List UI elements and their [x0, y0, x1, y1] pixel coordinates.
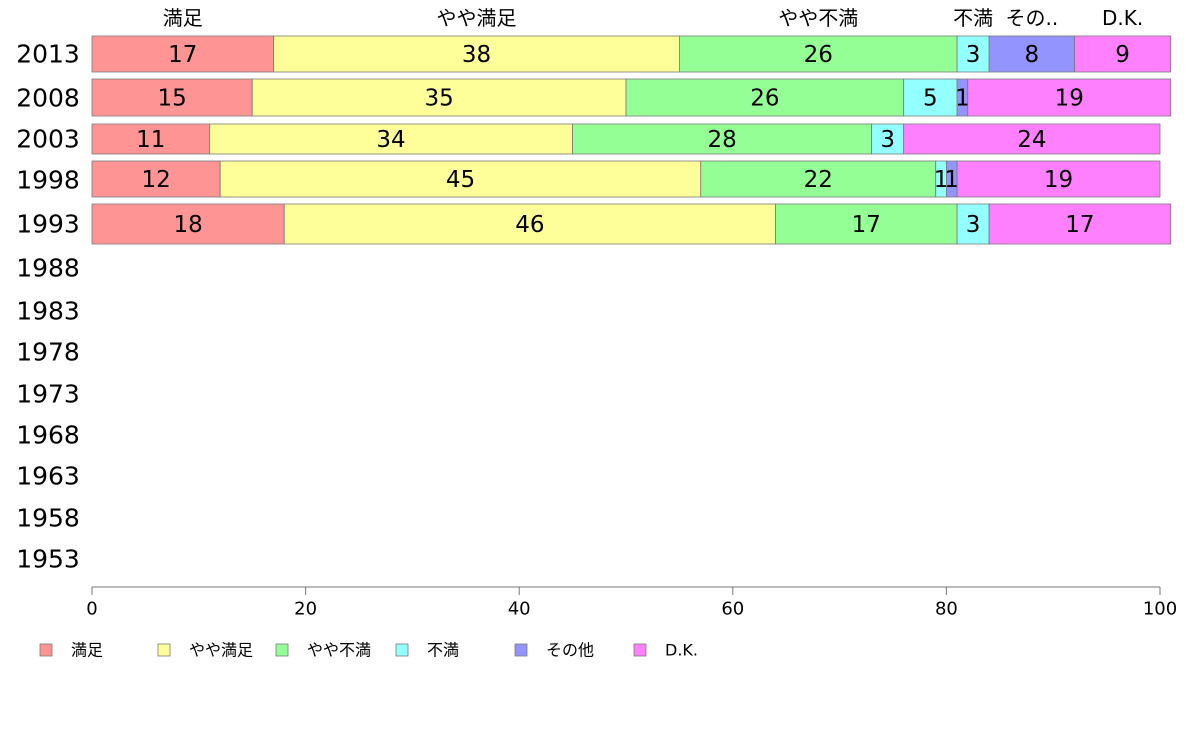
bar-segment-2008-5	[967, 78, 1172, 117]
year-label-1958: 1958	[16, 504, 80, 533]
top-label-5: D.K.	[1102, 6, 1143, 30]
bar-segment-1998-1	[219, 160, 702, 198]
bar-segment-2008-3	[903, 78, 958, 117]
bar-value-label-2013-5: 9	[1115, 42, 1130, 68]
bar-value-label-1993-3: 3	[966, 212, 981, 238]
year-label-2013: 2013	[16, 40, 80, 69]
bar-segment-2013-1	[273, 35, 680, 73]
legend-label-0: 満足	[71, 641, 103, 660]
bar-value-label-2008-2: 26	[750, 86, 779, 112]
top-label-0: 満足	[163, 6, 203, 30]
year-label-1968: 1968	[16, 421, 80, 450]
bar-segment-1998-2	[700, 160, 937, 198]
top-label-3: 不満	[953, 6, 993, 30]
bar-segment-2003-1	[209, 123, 573, 155]
y-axis-labels: 2013 2008 2003 1998 1993 1988 1983 1978 1973 1968…	[16, 40, 80, 574]
legend: 満足 やや満足 やや不満 不満 その他 D.K.	[39, 641, 698, 660]
bar-segment-2003-0	[91, 123, 210, 155]
legend-swatch-4	[514, 643, 528, 657]
bar-segment-2013-5	[1074, 35, 1172, 73]
top-labels: 満足 やや満足 やや不満 不満 その.. D.K.	[163, 6, 1143, 30]
legend-swatch-0	[39, 643, 53, 657]
bar-value-label-2013-2: 26	[804, 42, 833, 68]
year-label-1978: 1978	[16, 338, 80, 367]
bar-value-label-2008-5: 19	[1055, 86, 1084, 112]
bar-value-label-1993-5: 17	[1065, 212, 1094, 238]
x-tick-label-80: 80	[935, 599, 958, 620]
legend-label-5: D.K.	[665, 641, 698, 660]
year-label-1983: 1983	[16, 297, 80, 326]
bar-value-label-1998-4: 1	[944, 167, 959, 193]
bar-segment-1998-5	[956, 160, 1161, 198]
bar-value-label-1998-5: 19	[1044, 167, 1073, 193]
bar-value-label-2013-4: 8	[1025, 42, 1040, 68]
bar-value-label-2008-3: 5	[923, 86, 938, 112]
bar-segment-1993-1	[283, 203, 776, 245]
bar-segment-1993-3	[956, 203, 990, 245]
bar-value-label-2003-1: 34	[376, 127, 405, 153]
top-label-4: その..	[1005, 6, 1058, 30]
bar-value-label-2008-4: 1	[955, 86, 970, 112]
bar-value-label-2003-3: 3	[880, 127, 895, 153]
bar-value-label-1993-2: 17	[852, 212, 881, 238]
legend-swatch-1	[157, 643, 171, 657]
bar-value-label-2003-2: 28	[707, 127, 736, 153]
year-label-1973: 1973	[16, 380, 80, 409]
year-label-2008: 2008	[16, 84, 80, 113]
top-label-2: やや不満	[778, 6, 858, 30]
legend-swatch-3	[395, 643, 409, 657]
legend-label-1: やや満足	[189, 641, 253, 660]
bar-segment-2013-2	[679, 35, 958, 73]
bar-value-label-1998-2: 22	[804, 167, 833, 193]
bar-segment-2013-0	[91, 35, 274, 73]
bar-value-label-2008-1: 35	[424, 86, 453, 112]
bar-segment-1993-2	[775, 203, 958, 245]
bar-segment-2003-5	[903, 123, 1161, 155]
bar-value-label-1998-3: 1	[934, 167, 949, 193]
bar-value-label-2013-0: 17	[168, 42, 197, 68]
bar-value-label-2008-0: 15	[157, 86, 186, 112]
bar-value-label-2013-3: 3	[966, 42, 981, 68]
bar-value-label-2003-5: 24	[1017, 127, 1046, 153]
bar-segment-2013-4	[988, 35, 1075, 73]
legend-label-4: その他	[546, 641, 594, 660]
legend-label-3: 不満	[427, 641, 459, 660]
legend-swatch-2	[275, 643, 289, 657]
year-label-2003: 2003	[16, 125, 80, 154]
legend-swatch-5	[633, 643, 647, 657]
bar-segment-2003-3	[871, 123, 905, 155]
bar-value-label-2003-0: 11	[136, 127, 165, 153]
bar-segment-2008-2	[625, 78, 905, 117]
bar-segment-1993-5	[988, 203, 1172, 245]
bar-segment-2008-1	[251, 78, 627, 117]
bar-value-label-1998-1: 45	[446, 167, 475, 193]
bar-segment-1993-0	[91, 203, 285, 245]
bar-segment-1998-0	[91, 160, 221, 198]
x-tick-label-100: 100	[1143, 599, 1177, 620]
year-label-1953: 1953	[16, 545, 80, 574]
year-label-1993: 1993	[16, 210, 80, 239]
year-label-1963: 1963	[16, 462, 80, 491]
x-tick-label-0: 0	[86, 599, 97, 620]
year-label-1988: 1988	[16, 254, 80, 283]
x-tick-label-20: 20	[294, 599, 317, 620]
x-tick-label-40: 40	[508, 599, 531, 620]
year-label-1998: 1998	[16, 166, 80, 195]
legend-label-2: やや不満	[307, 641, 371, 660]
bar-segment-2003-2	[572, 123, 873, 155]
bar-segment-2008-0	[91, 78, 253, 117]
bar-value-label-1998-0: 12	[141, 167, 170, 193]
x-axis: 0 20 40 60 80 100	[86, 586, 1177, 620]
bar-value-label-1993-1: 46	[515, 212, 544, 238]
top-label-1: やや満足	[436, 6, 516, 30]
bar-value-label-2013-1: 38	[462, 42, 491, 68]
x-tick-label-60: 60	[721, 599, 744, 620]
bar-value-label-1993-0: 18	[173, 212, 202, 238]
